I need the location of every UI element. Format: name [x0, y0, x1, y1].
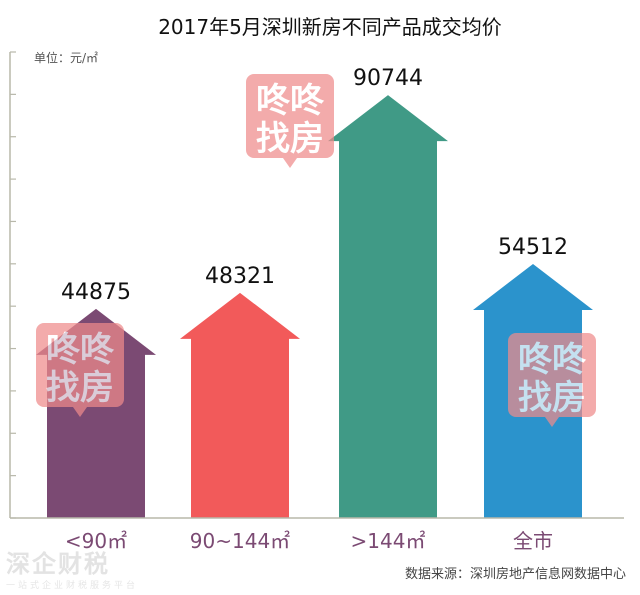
footer-logo: 深企财税 一站式企业财税服务平台	[6, 550, 138, 591]
unit-label: 单位：元/㎡	[34, 50, 98, 65]
category-labels: <90㎡ 90~144㎡ >144㎡ 全市	[65, 529, 553, 553]
svg-text:找房: 找房	[256, 119, 324, 159]
category-label: 90~144㎡	[190, 529, 290, 553]
bar-arrow	[180, 292, 300, 518]
footer-logo-name: 深企财税	[6, 550, 110, 578]
category-label: <90㎡	[65, 529, 127, 553]
svg-text:找房: 找房	[46, 368, 114, 408]
source-note: 数据来源：深圳房地产信息网数据中心	[405, 566, 626, 582]
svg-text:咚咚: 咚咚	[256, 81, 325, 121]
value-label: 54512	[498, 235, 568, 260]
y-axis	[9, 51, 16, 519]
category-label: 全市	[513, 529, 553, 553]
chart-title: 2017年5月深圳新房不同产品成交均价	[158, 15, 502, 39]
bar-arrow	[328, 95, 448, 518]
value-label: 44875	[61, 280, 131, 305]
svg-text:咚咚: 咚咚	[46, 330, 115, 370]
svg-text:找房: 找房	[518, 378, 586, 418]
svg-text:咚咚: 咚咚	[518, 340, 587, 380]
value-labels: 44875 48321 90744 54512	[61, 66, 568, 305]
footer-logo-tagline: 一站式企业财税服务平台	[6, 579, 138, 591]
value-label: 48321	[205, 264, 275, 289]
value-label: 90744	[353, 66, 423, 91]
category-label: >144㎡	[351, 529, 426, 553]
